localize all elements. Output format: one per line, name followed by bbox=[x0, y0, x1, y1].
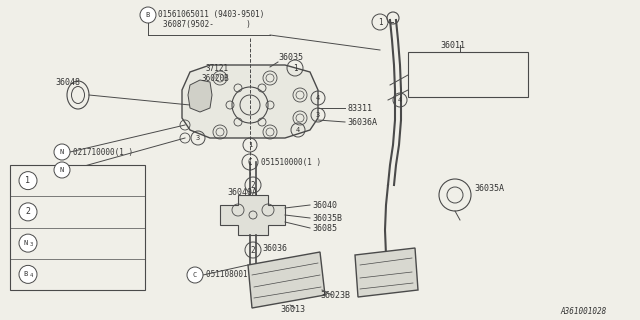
Text: 36035A: 36035A bbox=[474, 183, 504, 193]
Text: 36085: 36085 bbox=[312, 223, 337, 233]
Text: 1: 1 bbox=[26, 176, 31, 185]
Text: 01561065011 (9403-9501): 01561065011 (9403-9501) bbox=[158, 10, 264, 19]
Text: 36036C: 36036C bbox=[410, 58, 438, 67]
Text: 1: 1 bbox=[248, 142, 252, 148]
Text: N: N bbox=[60, 167, 64, 173]
Text: 023708000(4 ): 023708000(4 ) bbox=[73, 165, 133, 174]
Circle shape bbox=[54, 162, 70, 178]
Text: B: B bbox=[146, 12, 150, 18]
Circle shape bbox=[19, 172, 37, 190]
Text: 36048: 36048 bbox=[55, 77, 80, 86]
Circle shape bbox=[19, 234, 37, 252]
Text: N: N bbox=[60, 149, 64, 155]
Text: 051510000(1 ): 051510000(1 ) bbox=[261, 157, 321, 166]
Text: 36036A: 36036A bbox=[347, 117, 377, 126]
Text: 36011: 36011 bbox=[440, 41, 465, 50]
Text: 3: 3 bbox=[316, 112, 320, 118]
Text: 36023: 36023 bbox=[410, 77, 435, 86]
Text: N: N bbox=[24, 240, 28, 246]
Text: 36087(9502-       ): 36087(9502- ) bbox=[163, 20, 251, 28]
Text: 83311: 83311 bbox=[347, 103, 372, 113]
Text: 37121: 37121 bbox=[205, 63, 228, 73]
Polygon shape bbox=[248, 252, 325, 308]
Text: 36013: 36013 bbox=[280, 306, 305, 315]
Text: N022710000(2: N022710000(2 bbox=[42, 239, 102, 248]
Text: 3: 3 bbox=[196, 135, 200, 141]
Text: 2: 2 bbox=[251, 245, 255, 254]
Text: 36022A: 36022A bbox=[42, 207, 72, 216]
Text: 3: 3 bbox=[29, 242, 33, 247]
Text: 1: 1 bbox=[378, 18, 382, 27]
Text: 021710000(1 ): 021710000(1 ) bbox=[73, 148, 133, 156]
Text: 36040A: 36040A bbox=[227, 188, 257, 196]
Text: 4: 4 bbox=[296, 127, 300, 133]
Circle shape bbox=[54, 144, 70, 160]
Text: C: C bbox=[193, 272, 197, 278]
Text: C: C bbox=[248, 157, 252, 166]
Text: 36035B: 36035B bbox=[312, 213, 342, 222]
Text: 36023B: 36023B bbox=[320, 291, 350, 300]
Text: 2: 2 bbox=[251, 180, 255, 189]
Text: 051905322(1 ): 051905322(1 ) bbox=[463, 58, 523, 67]
Text: 36040: 36040 bbox=[312, 201, 337, 210]
Text: 36020B: 36020B bbox=[202, 74, 230, 83]
Polygon shape bbox=[220, 195, 285, 235]
Text: 36036: 36036 bbox=[262, 244, 287, 252]
Circle shape bbox=[19, 203, 37, 221]
Text: 4: 4 bbox=[316, 95, 320, 101]
Text: B: B bbox=[24, 271, 28, 277]
Text: 36022: 36022 bbox=[42, 176, 67, 185]
Text: 4: 4 bbox=[398, 97, 402, 103]
Text: B010008160(3: B010008160(3 bbox=[42, 270, 102, 279]
Circle shape bbox=[140, 7, 156, 23]
Text: 051108001(1 ): 051108001(1 ) bbox=[206, 270, 266, 279]
Circle shape bbox=[187, 267, 203, 283]
Bar bbox=[10, 165, 145, 290]
Text: 36035: 36035 bbox=[278, 52, 303, 61]
Polygon shape bbox=[188, 80, 212, 112]
Text: 2: 2 bbox=[26, 207, 31, 216]
Text: 1: 1 bbox=[292, 63, 298, 73]
Polygon shape bbox=[182, 65, 318, 138]
Text: A361001028: A361001028 bbox=[560, 308, 606, 316]
Circle shape bbox=[19, 265, 37, 284]
Bar bbox=[408, 52, 528, 97]
Text: 4: 4 bbox=[29, 273, 33, 278]
Polygon shape bbox=[355, 248, 418, 297]
